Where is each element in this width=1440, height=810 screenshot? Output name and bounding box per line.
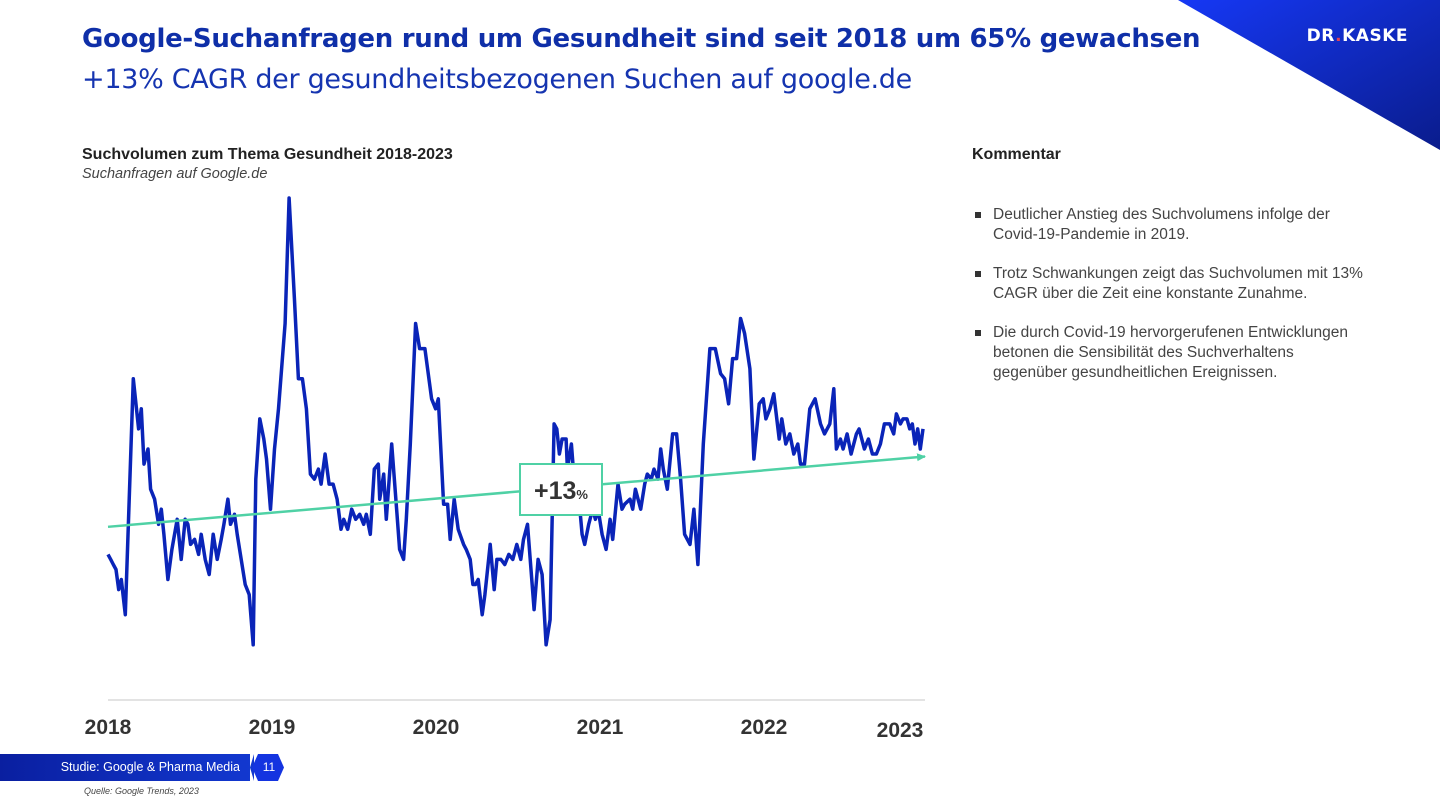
cagr-annotation: +13% <box>519 463 603 516</box>
x-tick-label: 2021 <box>577 716 624 739</box>
cagr-label: +13% <box>534 477 588 505</box>
comment-bullet: Trotz Schwankungen zeigt das Suchvolumen… <box>972 264 1372 304</box>
chart-subtitle: Suchanfragen auf Google.de <box>82 166 268 182</box>
comment-bullet: Die durch Covid-19 hervorgerufenen Entwi… <box>972 323 1372 383</box>
bullet-square-icon <box>975 212 981 218</box>
series-line-suchvolumen <box>106 196 925 647</box>
x-tick-label: 2019 <box>249 716 296 739</box>
x-tick-label: 2022 <box>741 716 788 739</box>
cagr-value: +13 <box>534 477 576 505</box>
bullet-square-icon <box>975 330 981 336</box>
brand-logo: DR.KASKE <box>1307 26 1408 46</box>
study-label: Studie: Google & Pharma Media <box>60 760 240 774</box>
series-layer <box>106 196 925 647</box>
logo-part: KASKE <box>1342 26 1408 46</box>
comment-text: Deutlicher Anstieg des Suchvolumens info… <box>993 206 1330 243</box>
comment-bullet: Deutlicher Anstieg des Suchvolumens info… <box>972 205 1372 245</box>
x-tick-label: 2018 <box>85 716 132 739</box>
corner-brand-graphic <box>1178 0 1440 150</box>
footer-study-bar: Studie: Google & Pharma Media <box>0 754 254 781</box>
page-number: 11 <box>262 760 276 774</box>
comment-text: Die durch Covid-19 hervorgerufenen Entwi… <box>993 324 1348 381</box>
comment-list: Deutlicher Anstieg des Suchvolumens info… <box>972 205 1372 402</box>
x-tick-label: 2020 <box>413 716 460 739</box>
x-tick-labels: 2018 2019 2020 2021 2022 2023 <box>85 716 924 742</box>
page-title: Google-Suchanfragen rund um Gesundheit s… <box>82 24 1201 54</box>
trend-layer <box>107 453 926 529</box>
comment-title: Kommentar <box>972 146 1061 163</box>
chart-title: Suchvolumen zum Thema Gesundheit 2018-20… <box>82 146 453 163</box>
page-subtitle: +13% CAGR der gesundheitsbezogenen Suche… <box>82 64 912 95</box>
logo-dot: . <box>1335 26 1343 46</box>
trend-line <box>107 453 926 529</box>
logo-part: DR <box>1306 26 1336 46</box>
cagr-box <box>519 463 603 516</box>
cagr-unit: % <box>576 487 588 502</box>
page-number-badge <box>250 754 284 781</box>
source-note: Quelle: Google Trends, 2023 <box>84 786 199 796</box>
comment-text: Trotz Schwankungen zeigt das Suchvolumen… <box>993 265 1363 302</box>
bullet-square-icon <box>975 271 981 277</box>
x-tick-label: 2023 <box>877 719 924 742</box>
